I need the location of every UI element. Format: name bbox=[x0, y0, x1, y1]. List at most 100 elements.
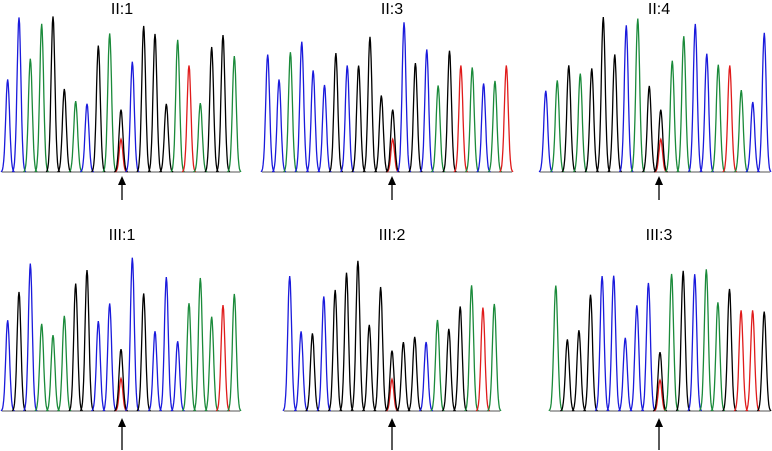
peak bbox=[204, 46, 219, 173]
minor-peak bbox=[114, 376, 128, 412]
peak bbox=[653, 109, 668, 173]
peak bbox=[113, 348, 129, 412]
peak bbox=[606, 275, 622, 412]
arrow-head bbox=[118, 176, 126, 185]
minor-peak bbox=[386, 137, 400, 173]
peak bbox=[125, 61, 140, 173]
peak bbox=[499, 65, 514, 173]
peak bbox=[687, 23, 703, 173]
arrow-head bbox=[388, 176, 396, 185]
peak bbox=[227, 56, 242, 173]
arrow-head bbox=[655, 176, 663, 185]
peak bbox=[756, 311, 772, 412]
peak bbox=[181, 303, 197, 412]
peak bbox=[91, 320, 106, 412]
peak bbox=[396, 22, 412, 173]
peak bbox=[305, 333, 320, 412]
peak bbox=[11, 291, 27, 412]
peak bbox=[374, 95, 389, 173]
peak bbox=[34, 23, 49, 173]
peak bbox=[57, 315, 72, 412]
peak bbox=[136, 293, 151, 412]
minor-peak bbox=[385, 377, 399, 412]
peak bbox=[442, 50, 457, 173]
peak bbox=[664, 273, 679, 412]
peak bbox=[350, 260, 366, 412]
peak bbox=[407, 336, 422, 412]
peak bbox=[147, 331, 163, 412]
peak bbox=[385, 109, 400, 173]
peak bbox=[722, 288, 737, 412]
peak bbox=[316, 296, 331, 412]
peak bbox=[328, 53, 344, 173]
peak bbox=[193, 277, 208, 412]
peak bbox=[170, 39, 185, 173]
panel-label: III:3 bbox=[646, 227, 673, 244]
peak bbox=[664, 60, 680, 173]
peak bbox=[204, 316, 219, 412]
peak bbox=[23, 58, 38, 173]
peak bbox=[676, 36, 692, 173]
peak bbox=[293, 331, 309, 412]
peak bbox=[618, 25, 634, 173]
peak bbox=[102, 33, 117, 173]
panel-label: II:4 bbox=[648, 1, 670, 18]
minor-peak bbox=[654, 137, 668, 173]
peak bbox=[722, 65, 738, 173]
peak bbox=[283, 52, 298, 173]
peak bbox=[756, 32, 772, 173]
peak bbox=[595, 17, 611, 173]
peak bbox=[11, 17, 27, 173]
peak bbox=[475, 307, 491, 412]
peak bbox=[384, 350, 400, 412]
peak bbox=[465, 67, 480, 173]
peak bbox=[102, 303, 117, 412]
arrow-head bbox=[388, 418, 396, 427]
panel-label: II:3 bbox=[381, 1, 403, 18]
peak bbox=[487, 80, 503, 173]
peak bbox=[734, 89, 749, 173]
peak bbox=[476, 83, 491, 173]
minor-peak bbox=[114, 137, 128, 173]
peak bbox=[733, 310, 749, 412]
peak bbox=[215, 305, 231, 412]
arrow-head bbox=[118, 418, 126, 427]
peak bbox=[430, 319, 445, 412]
peak bbox=[629, 305, 645, 412]
peak bbox=[607, 54, 623, 173]
peak bbox=[362, 324, 377, 412]
peak bbox=[396, 341, 411, 412]
peak bbox=[271, 79, 287, 173]
peak bbox=[431, 85, 446, 173]
peak bbox=[91, 45, 106, 173]
peak bbox=[340, 65, 355, 173]
peak bbox=[227, 293, 242, 412]
peak bbox=[652, 351, 668, 412]
peak bbox=[57, 88, 72, 173]
peak bbox=[584, 68, 599, 173]
peak bbox=[362, 36, 378, 173]
peak bbox=[136, 25, 151, 173]
peak bbox=[630, 18, 646, 173]
peak bbox=[45, 334, 61, 412]
peak bbox=[548, 285, 564, 412]
peak bbox=[113, 109, 129, 173]
peak bbox=[68, 283, 83, 412]
peak bbox=[159, 103, 174, 173]
peak bbox=[675, 270, 691, 412]
peak bbox=[561, 65, 577, 173]
peak bbox=[34, 323, 49, 412]
peak bbox=[408, 63, 423, 173]
peak bbox=[594, 276, 610, 412]
peak bbox=[419, 341, 434, 412]
peak bbox=[339, 272, 354, 412]
peak bbox=[583, 294, 598, 412]
peak bbox=[79, 270, 95, 412]
panel-label: III:2 bbox=[379, 227, 406, 244]
peak bbox=[147, 33, 163, 173]
peak bbox=[215, 35, 231, 173]
peak bbox=[699, 53, 715, 173]
peak bbox=[351, 65, 366, 173]
